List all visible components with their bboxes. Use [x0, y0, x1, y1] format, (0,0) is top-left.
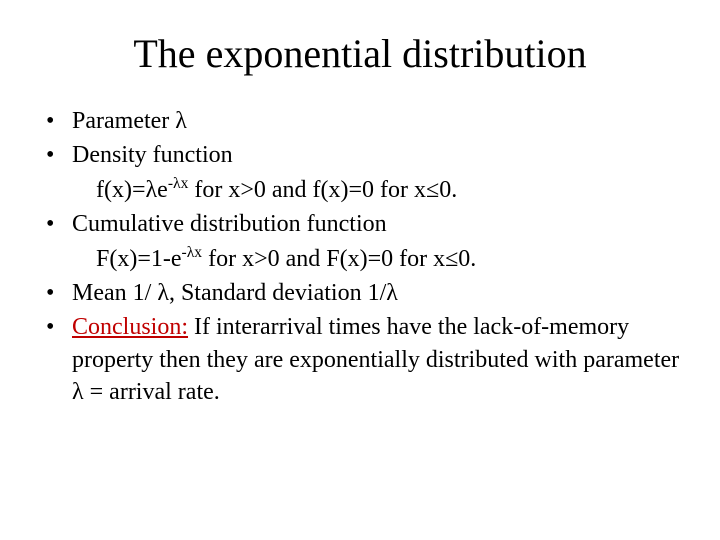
density-formula: f(x)=λe-λx for x>0 and f(x)=0 for x≤0.	[40, 174, 680, 206]
bullet-parameter-text: Parameter λ	[72, 108, 187, 134]
cdf-formula-post: for x>0 and F(x)=0 for x≤0.	[202, 246, 476, 272]
bullet-list: Parameter λ Density function	[40, 105, 680, 172]
cdf-formula: F(x)=1-e-λx for x>0 and F(x)=0 for x≤0.	[40, 243, 680, 275]
density-formula-exp: -λx	[168, 175, 189, 192]
bullet-parameter: Parameter λ	[40, 105, 680, 137]
slide-title: The exponential distribution	[40, 30, 680, 77]
bullet-conclusion: Conclusion: If interarrival times have t…	[40, 311, 680, 408]
bullet-cdf: Cumulative distribution function	[40, 208, 680, 240]
bullet-mean: Mean 1/ λ, Standard deviation 1/λ	[40, 277, 680, 309]
density-formula-post: for x>0 and f(x)=0 for x≤0.	[188, 177, 457, 203]
bullet-density-text: Density function	[72, 142, 233, 168]
bullet-density: Density function	[40, 139, 680, 171]
cdf-formula-exp: -λx	[182, 244, 203, 261]
cdf-formula-pre: F(x)=1-e	[96, 246, 182, 272]
density-formula-pre: f(x)=λe	[96, 177, 168, 203]
bullet-mean-text: Mean 1/ λ, Standard deviation 1/λ	[72, 280, 398, 306]
conclusion-label: Conclusion:	[72, 314, 188, 340]
bullet-list-2: Cumulative distribution function	[40, 208, 680, 240]
bullet-list-3: Mean 1/ λ, Standard deviation 1/λ Conclu…	[40, 277, 680, 409]
bullet-cdf-text: Cumulative distribution function	[72, 211, 387, 237]
